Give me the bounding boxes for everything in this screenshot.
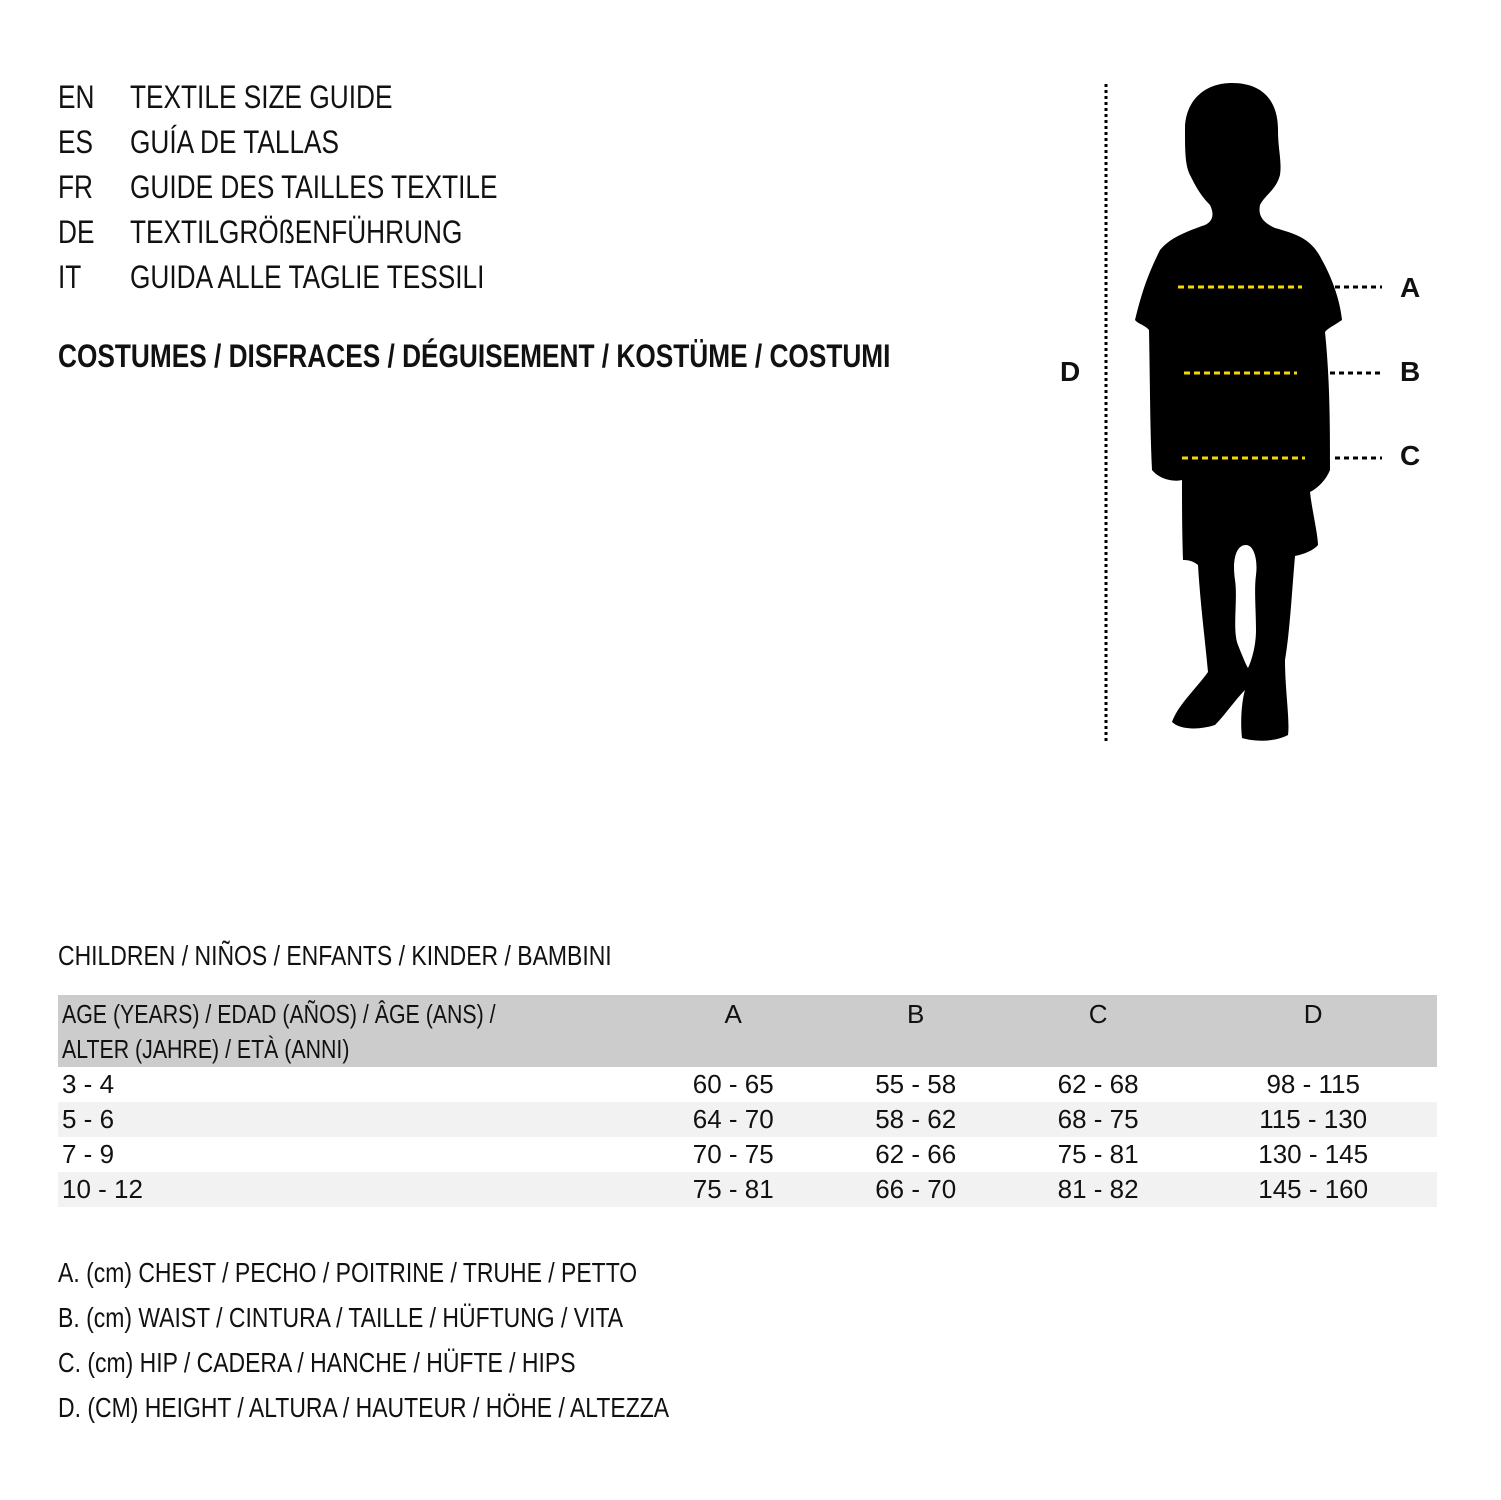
cell-d: 145 - 160	[1258, 1174, 1369, 1204]
cell-b: 55 - 58	[875, 1069, 957, 1099]
table-caption-text: CHILDREN / NIÑOS / ENFANTS / KINDER / BA…	[58, 940, 612, 971]
cell-a: 75 - 81	[692, 1174, 774, 1204]
note-text: A. (cm) CHEST / PECHO / POITRINE / TRUHE…	[58, 1257, 638, 1288]
cell-c: 75 - 81	[1057, 1139, 1139, 1169]
note-text: B. (cm) WAIST / CINTURA / TAILLE / HÜFTU…	[58, 1302, 624, 1333]
table-header-row: AGE (YEARS) / EDAD (AÑOS) / ÂGE (ANS) / A…	[58, 995, 1437, 1067]
child-silhouette	[1135, 83, 1342, 741]
label-a: A	[1400, 272, 1421, 303]
category-text: COSTUMES / DISFRACES / DÉGUISEMENT / KOS…	[58, 338, 891, 374]
cell-age: 5 - 6	[62, 1104, 115, 1134]
header-b: B	[907, 999, 925, 1029]
header-age: AGE (YEARS) / EDAD (AÑOS) / ÂGE (ANS) / A…	[58, 995, 642, 1067]
language-code: ES	[58, 124, 94, 160]
header-age-line2: ALTER (JAHRE) / ETÀ (ANNI)	[62, 1034, 350, 1064]
label-d: D	[1060, 356, 1081, 387]
note-hip: C. (cm) HIP / CADERA / HANCHE / HÜFTE / …	[58, 1340, 803, 1385]
cell-age: 3 - 4	[62, 1069, 115, 1099]
cell-b: 58 - 62	[875, 1104, 957, 1134]
cell-d: 98 - 115	[1266, 1069, 1360, 1099]
language-code: EN	[58, 79, 95, 115]
category-heading: COSTUMES / DISFRACES / DÉGUISEMENT / KOS…	[58, 338, 1073, 375]
cell-b: 66 - 70	[875, 1174, 957, 1204]
size-table: AGE (YEARS) / EDAD (AÑOS) / ÂGE (ANS) / A…	[58, 995, 1437, 1207]
label-c: C	[1400, 440, 1421, 471]
cell-c: 81 - 82	[1057, 1174, 1139, 1204]
language-code: IT	[58, 259, 82, 295]
cell-a: 64 - 70	[692, 1104, 774, 1134]
guide-title: TEXTILGRÖßENFÜHRUNG	[130, 214, 463, 250]
measure-lines	[1178, 285, 1305, 460]
cell-d: 115 - 130	[1259, 1104, 1368, 1134]
header-age-line1: AGE (YEARS) / EDAD (AÑOS) / ÂGE (ANS) /	[62, 999, 496, 1029]
table-row: 5 - 6 64 - 70 58 - 62 68 - 75 115 - 130	[58, 1102, 1437, 1137]
note-text: C. (cm) HIP / CADERA / HANCHE / HÜFTE / …	[58, 1347, 576, 1378]
measurement-notes: A. (cm) CHEST / PECHO / POITRINE / TRUHE…	[58, 1250, 803, 1430]
cell-age: 7 - 9	[62, 1139, 115, 1169]
guide-title: TEXTILE SIZE GUIDE	[130, 79, 393, 115]
table-row: 3 - 4 60 - 65 55 - 58 62 - 68 98 - 115	[58, 1067, 1437, 1102]
guide-title: GUÍA DE TALLAS	[130, 124, 340, 160]
cell-d: 130 - 145	[1258, 1139, 1369, 1169]
child-silhouette-figure	[1104, 83, 1382, 742]
cell-c: 68 - 75	[1057, 1104, 1139, 1134]
header-c: C	[1088, 999, 1108, 1029]
guide-title: GUIDE DES TAILLES TEXTILE	[130, 169, 498, 205]
cell-b: 62 - 66	[875, 1139, 957, 1169]
language-list: EN TEXTILE SIZE GUIDE ES GUÍA DE TALLAS FR…	[58, 75, 658, 305]
language-code: FR	[58, 169, 93, 205]
note-text: D. (CM) HEIGHT / ALTURA / HAUTEUR / HÖHE…	[58, 1392, 670, 1423]
cell-a: 70 - 75	[692, 1139, 774, 1169]
cell-a: 60 - 65	[692, 1069, 774, 1099]
guide-title: GUIDA ALLE TAGLIE TESSILI	[130, 259, 485, 295]
cell-c: 62 - 68	[1057, 1069, 1139, 1099]
header-d: D	[1303, 999, 1323, 1029]
cell-age: 10 - 12	[62, 1174, 143, 1204]
table-caption: CHILDREN / NIÑOS / ENFANTS / KINDER / BA…	[58, 940, 733, 972]
note-height: D. (CM) HEIGHT / ALTURA / HAUTEUR / HÖHE…	[58, 1385, 803, 1430]
note-waist: B. (cm) WAIST / CINTURA / TAILLE / HÜFTU…	[58, 1295, 803, 1340]
table-row: 10 - 12 75 - 81 66 - 70 81 - 82 145 - 160	[58, 1172, 1437, 1207]
label-b: B	[1400, 356, 1421, 387]
note-chest: A. (cm) CHEST / PECHO / POITRINE / TRUHE…	[58, 1250, 803, 1295]
header-a: A	[724, 999, 742, 1029]
table-row: 7 - 9 70 - 75 62 - 66 75 - 81 130 - 145	[58, 1137, 1437, 1172]
language-code: DE	[58, 214, 95, 250]
